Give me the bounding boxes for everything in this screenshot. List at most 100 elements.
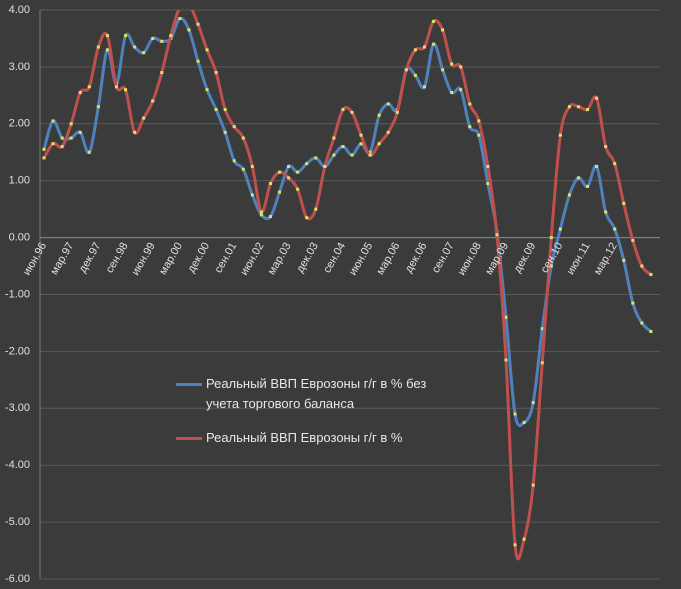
marker — [178, 17, 182, 21]
x-tick-label: мар.09 — [483, 241, 511, 277]
marker — [640, 264, 644, 268]
marker — [604, 210, 608, 214]
marker — [341, 145, 345, 149]
marker — [549, 236, 553, 240]
marker — [96, 105, 100, 109]
marker — [359, 142, 363, 146]
marker — [567, 193, 571, 197]
marker — [268, 215, 272, 219]
marker — [305, 216, 309, 220]
marker — [259, 210, 263, 214]
marker — [278, 170, 282, 174]
marker — [187, 3, 190, 6]
marker — [78, 91, 82, 95]
marker — [51, 142, 55, 146]
marker — [504, 315, 508, 319]
x-tick-label: сен.01 — [212, 241, 239, 276]
marker — [87, 85, 91, 89]
x-tick-label: дек.03 — [294, 241, 321, 275]
x-tick-label: мар.97 — [48, 241, 76, 277]
x-tick-label: июн.05 — [347, 241, 375, 278]
grid — [39, 9, 660, 580]
y-tick-label: -4.00 — [5, 459, 30, 471]
marker — [540, 361, 544, 365]
marker — [350, 110, 354, 114]
marker — [287, 164, 291, 168]
x-tick-label: июн.11 — [565, 241, 593, 277]
x-tick-label: сен.04 — [321, 241, 348, 276]
marker — [87, 150, 91, 154]
marker — [105, 48, 109, 52]
marker — [332, 153, 336, 157]
y-tick-label: 2.00 — [9, 118, 30, 130]
marker — [268, 182, 272, 186]
marker — [459, 88, 463, 92]
marker — [432, 42, 436, 46]
marker — [613, 162, 617, 166]
marker — [377, 113, 381, 117]
marker — [368, 153, 372, 157]
marker — [160, 39, 164, 43]
marker — [214, 71, 218, 75]
marker — [133, 130, 137, 134]
marker — [576, 176, 580, 180]
marker — [432, 19, 436, 23]
series-line — [42, 10, 652, 561]
marker — [124, 88, 128, 92]
marker — [576, 105, 580, 109]
y-tick-label: -6.00 — [5, 573, 30, 585]
marker — [450, 62, 454, 66]
marker — [42, 147, 46, 151]
y-tick-label: -5.00 — [5, 516, 30, 528]
marker — [558, 133, 562, 137]
x-tick-label: июн.96 — [21, 241, 49, 278]
marker — [368, 150, 372, 154]
x-tick-label: мар.00 — [157, 241, 185, 277]
marker — [441, 28, 445, 32]
marker — [341, 108, 345, 112]
x-tick-label: июн.99 — [130, 241, 158, 278]
marker — [250, 193, 254, 197]
legend: Реальный ВВП Еврозоны г/г в % без учета … — [172, 374, 442, 462]
marker — [631, 301, 635, 305]
marker — [287, 176, 291, 180]
marker — [422, 45, 426, 49]
marker — [69, 136, 73, 140]
marker — [142, 51, 146, 55]
marker — [114, 85, 118, 89]
marker — [468, 125, 472, 129]
marker — [441, 68, 445, 72]
marker — [595, 96, 599, 100]
marker — [422, 85, 426, 89]
marker — [622, 258, 626, 262]
marker — [69, 122, 73, 126]
x-tick-label: мар.03 — [266, 241, 294, 277]
legend-swatch — [176, 383, 202, 386]
x-tick-label: мар.06 — [374, 241, 402, 277]
marker — [404, 68, 408, 72]
marker — [631, 238, 635, 242]
marker — [196, 59, 200, 63]
marker — [278, 190, 282, 194]
x-tick-label: июн.02 — [238, 241, 266, 278]
marker — [205, 48, 209, 52]
legend-entry: Реальный ВВП Еврозоны г/г в % без учета … — [172, 374, 442, 414]
marker — [196, 22, 200, 26]
marker — [413, 48, 417, 52]
legend-label: Реальный ВВП Еврозоны г/г в % без учета … — [206, 376, 427, 411]
marker — [540, 327, 544, 331]
legend-label: Реальный ВВП Еврозоны г/г в % — [206, 430, 403, 445]
marker — [214, 108, 218, 112]
marker — [241, 136, 245, 140]
marker — [477, 119, 481, 123]
marker — [513, 543, 517, 547]
marker — [522, 537, 526, 541]
marker — [350, 153, 354, 157]
marker — [413, 73, 417, 77]
marker — [296, 170, 300, 174]
marker — [60, 145, 64, 149]
marker — [586, 108, 590, 112]
marker — [314, 156, 318, 160]
y-tick-label: 0.00 — [9, 232, 30, 244]
